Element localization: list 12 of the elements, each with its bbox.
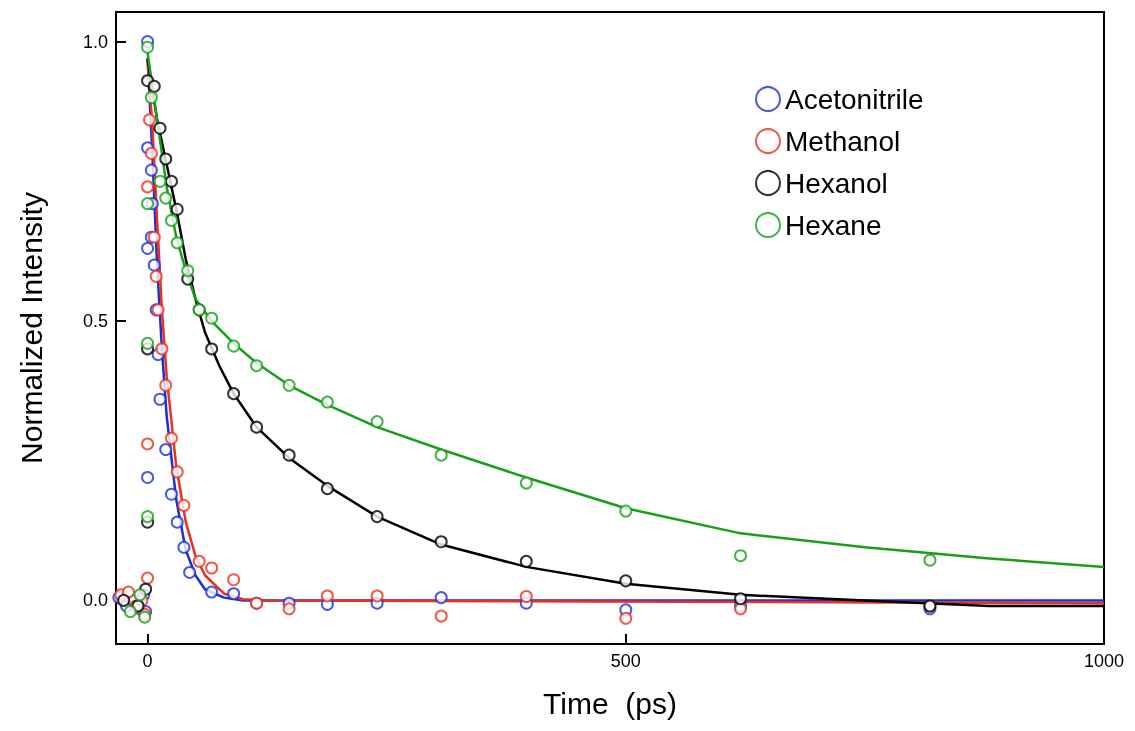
legend-label: Acetonitrile xyxy=(785,83,924,115)
legend-label: Hexane xyxy=(785,209,882,241)
y-tick-label: 0.0 xyxy=(82,590,108,611)
y-tick-label: 1.0 xyxy=(82,31,108,52)
x-tick-label: 500 xyxy=(610,651,641,671)
y-tick-label: 0.5 xyxy=(82,311,108,332)
x-tick-label: 1000 xyxy=(1083,651,1124,671)
legend-label: Methanol xyxy=(785,125,901,157)
x-tick-label: 0 xyxy=(142,651,153,671)
legend-label: Hexanol xyxy=(785,167,888,199)
x-axis-title: Time (ps) xyxy=(543,686,677,720)
y-axis-title: Normalized Intensity xyxy=(14,192,48,464)
